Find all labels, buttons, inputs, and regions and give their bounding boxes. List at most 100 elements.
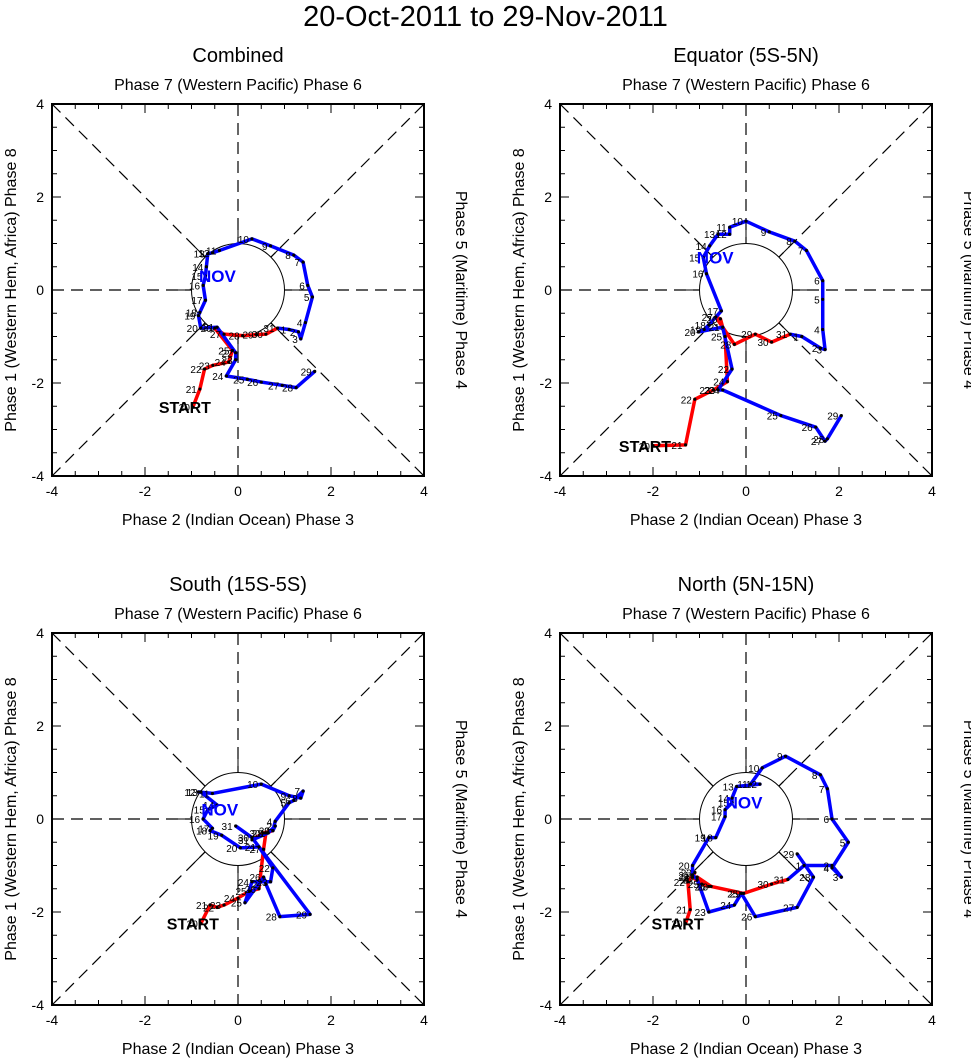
day-label: 15 — [718, 799, 730, 810]
x-tick-label: -4 — [46, 483, 59, 499]
y-tick-label: -4 — [32, 997, 45, 1013]
day-marker — [259, 782, 263, 786]
day-marker — [811, 875, 816, 879]
day-label: 23 — [210, 901, 222, 912]
day-marker — [191, 405, 195, 409]
day-label: 12 — [184, 788, 196, 799]
day-label: 10 — [748, 764, 760, 775]
day-label: 21 — [186, 385, 198, 396]
day-marker — [821, 327, 825, 332]
y-tick-label: 2 — [544, 189, 552, 205]
day-label: 18 — [695, 321, 707, 332]
day-marker — [802, 863, 806, 868]
day-marker — [730, 367, 734, 371]
y-tick-label: 0 — [544, 282, 552, 298]
bottom-axis-label: Phase 2 (Indian Ocean) Phase 3 — [630, 1041, 862, 1058]
trajectory-november — [196, 237, 316, 390]
day-marker — [700, 882, 704, 886]
day-marker — [707, 884, 711, 889]
day-label: 2 — [290, 328, 296, 339]
day-label: 11 — [199, 789, 210, 800]
right-axis-label: Phase 5 (Maritime) Phase 4 — [452, 720, 469, 918]
day-label: 26 — [247, 378, 259, 389]
day-marker — [266, 831, 270, 835]
day-label: 6 — [299, 281, 305, 292]
day-label: 21 — [678, 871, 690, 882]
day-label: 21 — [245, 843, 257, 854]
day-label: 21 — [676, 906, 688, 917]
day-label: 5 — [281, 799, 287, 810]
right-axis-label: Phase 5 (Maritime) Phase 4 — [452, 191, 469, 389]
x-tick-label: -4 — [46, 1012, 59, 1028]
left-axis-label: Phase 1 (Western Hem, Africa) Phase 8 — [3, 677, 20, 960]
day-label: 12 — [716, 230, 728, 241]
day-label: 7 — [295, 787, 301, 798]
day-label: 8 — [812, 771, 818, 782]
day-marker — [795, 852, 799, 856]
day-label: 28 — [697, 882, 709, 893]
day-label: 2 — [812, 344, 818, 355]
day-marker — [728, 232, 732, 236]
day-label: 9 — [777, 752, 783, 763]
day-label: 22 — [681, 395, 693, 406]
day-marker — [206, 808, 210, 812]
day-label: 12 — [746, 780, 758, 791]
day-marker — [264, 882, 268, 886]
day-marker — [744, 219, 748, 223]
diagonal-line — [51, 103, 425, 477]
day-label: 16 — [189, 815, 201, 826]
day-label: 20 — [678, 862, 690, 873]
day-label: 7 — [819, 785, 825, 796]
day-label: 29 — [741, 330, 753, 341]
day-marker — [250, 880, 254, 884]
day-marker — [201, 817, 205, 821]
day-marker — [301, 789, 305, 793]
day-label: 10 — [732, 217, 744, 228]
day-marker — [243, 901, 247, 905]
y-tick-label: -2 — [540, 375, 553, 391]
day-label: 3 — [292, 335, 298, 346]
day-label: 27 — [783, 903, 795, 914]
day-label: 7 — [295, 258, 301, 269]
day-marker — [690, 863, 695, 868]
day-label: 24 — [238, 878, 250, 889]
phase-divider — [194, 851, 206, 863]
start-label: START — [651, 917, 703, 934]
right-axis-label: Phase 5 (Maritime) Phase 4 — [960, 720, 971, 918]
day-marker — [714, 315, 718, 319]
phase-divider — [702, 775, 714, 787]
day-marker — [830, 866, 834, 870]
diagonal-line — [559, 632, 933, 1006]
day-label: 28 — [720, 340, 732, 351]
day-marker — [702, 327, 706, 332]
day-marker — [793, 239, 797, 243]
day-label: 21 — [196, 901, 208, 912]
day-marker — [721, 325, 725, 329]
bottom-axis-label: Phase 2 (Indian Ocean) Phase 3 — [122, 512, 354, 529]
day-marker — [716, 232, 720, 236]
day-marker — [723, 334, 727, 339]
panel-equator: Equator (5S-5N) Phase 7 (Western Pacific)… — [511, 45, 971, 529]
day-marker — [693, 397, 697, 401]
day-label: 19 — [695, 834, 707, 845]
day-marker — [830, 817, 834, 821]
month-label-nov: NOV — [726, 794, 764, 813]
panel-combined: Combined Phase 7 (Western Pacific) Phase … — [3, 45, 469, 529]
day-label: 12 — [198, 249, 210, 260]
day-marker — [210, 826, 215, 830]
day-marker — [261, 847, 266, 851]
day-label: 4 — [297, 319, 303, 330]
y-tick-label: -2 — [540, 904, 553, 920]
day-marker — [823, 439, 827, 443]
day-label: 8 — [292, 794, 298, 805]
day-marker — [215, 803, 219, 807]
day-label: 24 — [709, 386, 721, 397]
day-marker — [753, 915, 757, 919]
day-marker — [211, 363, 215, 367]
day-marker — [230, 348, 235, 353]
day-marker — [222, 903, 226, 907]
y-tick-label: 0 — [36, 282, 44, 298]
day-marker — [206, 252, 210, 256]
day-marker — [296, 330, 301, 334]
day-marker — [839, 875, 843, 879]
